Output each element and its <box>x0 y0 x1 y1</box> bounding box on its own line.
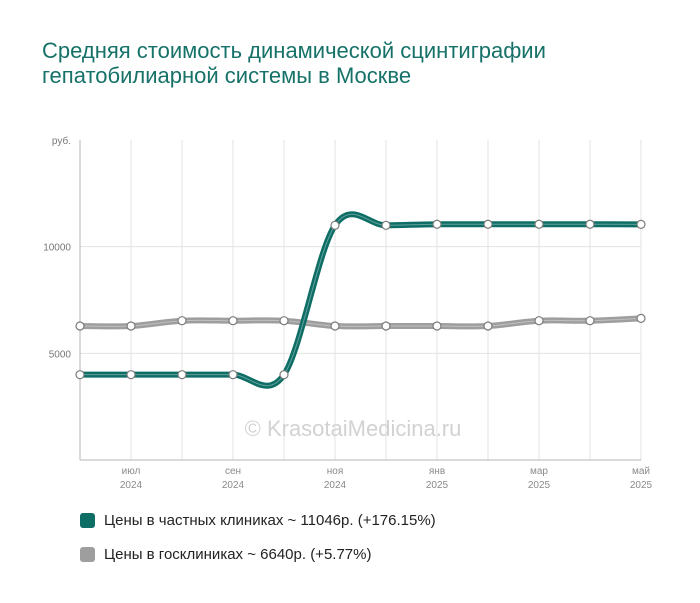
data-point-public <box>585 316 595 326</box>
legend-label-private: Цены в частных клиниках ~ 11046р. (+176.… <box>104 511 436 529</box>
x-tick-month: май <box>632 466 650 477</box>
y-tick-label: 5000 <box>49 349 72 360</box>
data-point-public <box>75 321 85 331</box>
data-point-private <box>75 370 85 380</box>
series <box>77 211 644 389</box>
y-tick-label: 10000 <box>43 243 71 254</box>
data-point-public <box>381 321 391 331</box>
data-point-public <box>534 316 544 326</box>
data-point-private <box>636 219 646 229</box>
y-axis-unit-label: руб. <box>52 135 71 147</box>
x-tick-year: 2025 <box>528 480 551 491</box>
x-tick-year: 2024 <box>120 480 143 491</box>
x-tick-month: июл <box>122 466 141 477</box>
data-point-private <box>534 219 544 229</box>
x-tick-month: ноя <box>327 466 344 477</box>
data-point-private <box>330 220 340 230</box>
x-tick-month: янв <box>429 466 445 477</box>
x-tick-year: 2024 <box>324 480 347 491</box>
series-line-highlight-private <box>80 213 642 387</box>
legend: Цены в частных клиниках ~ 11046р. (+176.… <box>80 508 436 576</box>
data-point-public <box>636 313 646 323</box>
data-point-private <box>483 219 493 229</box>
legend-label-public: Цены в госклиниках ~ 6640р. (+5.77%) <box>104 545 372 563</box>
data-point-public <box>330 321 340 331</box>
data-point-private <box>177 370 187 380</box>
data-point-private <box>585 219 595 229</box>
data-point-public <box>126 321 136 331</box>
data-point-private <box>228 370 238 380</box>
data-point-private <box>279 370 289 380</box>
data-point-public <box>177 316 187 326</box>
data-points <box>75 219 646 380</box>
data-point-public <box>483 321 493 331</box>
data-point-public <box>279 316 289 326</box>
legend-swatch-private <box>80 512 95 528</box>
x-tick-year: 2025 <box>630 480 653 491</box>
watermark: © KrasotaiMedicina.ru <box>245 416 462 441</box>
x-tick-month: мар <box>530 466 548 477</box>
legend-item-public[interactable]: Цены в госклиниках ~ 6640р. (+5.77%) <box>80 542 436 566</box>
data-point-public <box>432 321 442 331</box>
grid <box>80 140 642 460</box>
axes: 5000 10000 руб. июл 2024 сен 2024 ноя 2024 янв 202… <box>43 135 652 491</box>
legend-item-private[interactable]: Цены в частных клиниках ~ 11046р. (+176.… <box>80 508 436 532</box>
legend-swatch-public <box>80 546 95 562</box>
data-point-private <box>432 219 442 229</box>
data-point-private <box>126 370 136 380</box>
chart-title: Средняя стоимость динамической сцинтигра… <box>42 38 546 88</box>
x-tick-year: 2024 <box>222 480 245 491</box>
x-tick-month: сен <box>225 466 241 477</box>
x-tick-year: 2025 <box>426 480 449 491</box>
data-point-public <box>228 316 238 326</box>
price-line-chart: 5000 10000 руб. июл 2024 сен 2024 ноя 2024 янв 202… <box>43 135 652 491</box>
series-line-private <box>77 211 644 389</box>
data-point-private <box>381 220 391 230</box>
